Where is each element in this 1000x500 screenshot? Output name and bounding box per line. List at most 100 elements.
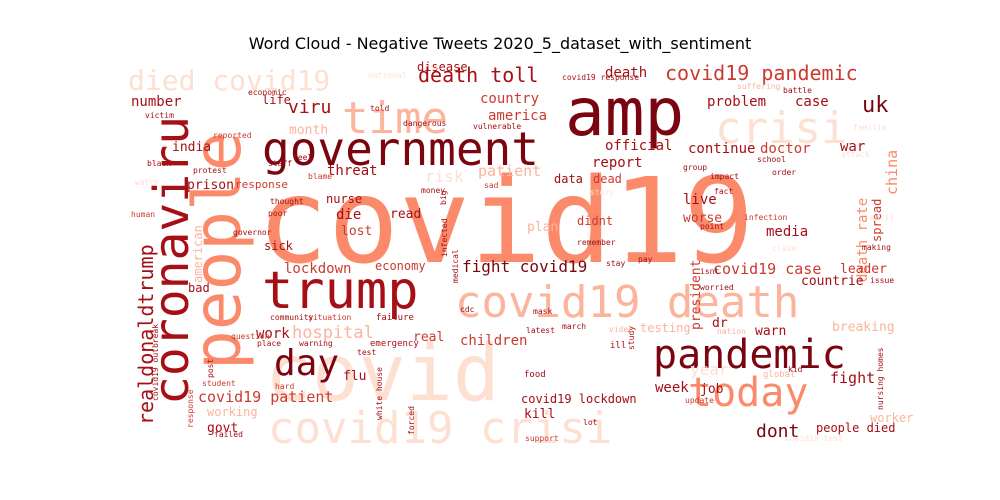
word-human: human [131,210,155,219]
word-hit: hit [425,63,440,72]
word-report: report [592,155,643,171]
word-ill: ill [610,341,626,351]
word-didnt: didnt [577,214,613,228]
word-group: group [683,163,707,172]
word-working: working [207,405,258,419]
word-thought: thought [270,197,304,206]
word-hard: hard [275,382,294,391]
word-worker: worker [870,411,913,425]
word-failed: failed [214,430,243,439]
word-vulnerable: vulnerable [473,122,521,131]
word-medical: medical [451,249,460,283]
word-battle: battle [783,86,812,95]
word-student: student [202,379,236,388]
word-forced: forced [407,406,416,435]
word-making: making [862,243,891,252]
word-day: day [274,343,339,384]
word-order: order [772,168,796,177]
word-place: place [257,339,281,348]
word-dr: dr [712,316,728,331]
word-sad: sad [484,181,499,190]
word-real: real [413,330,444,345]
word-coronaviru: coronaviru [144,116,200,405]
word-government: government [262,122,539,176]
word-covid19-outbreak: covid19 outbreak [151,324,160,401]
word-president: president [689,260,704,330]
word-economic: economic [248,88,287,97]
word-nation: nation [717,327,746,336]
word-flu: flu [343,369,366,384]
word-nurse: nurse [326,192,362,206]
word-war: war [840,139,865,155]
word-china: china [883,150,901,195]
word-covid19-lockdown: covid19 lockdown [521,392,637,406]
word-warn: warn [755,324,786,339]
word-viru: viru [288,97,331,118]
word-covid19-case: covid19 case [713,260,821,278]
word-life: life [262,93,291,107]
word-support: support [525,434,559,443]
word-covid19: covid19 [257,152,754,290]
word-situation: situation [308,313,352,322]
word-kill: kill [524,407,555,422]
word-risk: risk [425,167,464,186]
word-official: official [605,138,672,154]
word-covid19-pandemic: covid19 pandemic [665,61,858,85]
word-dont: dont [756,421,799,442]
word-number: number [131,94,182,110]
word-people-died: people died [816,421,895,435]
word-watch: watch [135,178,159,187]
word-economy: economy [375,259,426,273]
word-people: people [179,132,256,370]
word-mask: mask [533,307,552,316]
word-latest: latest [526,326,555,335]
word-breaking: breaking [832,320,895,335]
word-fact: fact [714,187,733,196]
word-stay: stay [606,259,625,268]
word-impact: impact [710,172,739,181]
word-govt: govt [207,421,238,436]
chart-title: Word Cloud - Negative Tweets 2020_5_data… [248,34,752,53]
word-death-rate: death rate [855,198,871,282]
word-reported: reported [213,131,252,140]
word-fight: fight [830,369,875,387]
word-amp: amp [565,74,684,151]
word-continue: continue [688,141,755,157]
word-media: media [766,224,808,240]
word-crisi: crisi [715,103,847,154]
word-america: america [488,108,547,124]
word-prison: prison [187,178,234,193]
word-point: point [700,222,724,231]
word-told: told [370,104,389,113]
word-live: live [683,192,717,208]
word-worse: worse [683,211,722,226]
word-attack: attack [841,150,870,159]
word-claim: claim [772,244,796,253]
word-familie: familie [853,123,887,132]
word-died-covid19: died covid19 [128,64,330,97]
word-question: question [231,332,270,341]
word-black: black [147,159,171,168]
word-march: march [562,322,586,331]
word-today: today [688,370,808,416]
word-death-toll: death toll [418,63,538,87]
word-pandemic: pandemic [653,332,846,378]
word-victim: victim [145,111,174,120]
word-isnt: isnt [700,267,719,276]
word-leader: leader [840,262,887,277]
word-data: data [554,172,583,186]
word-uk: uk [862,93,889,118]
word-school: school [757,155,786,164]
word-covid19-test: covid19 test [785,434,843,443]
word-nursing-homes: nursing homes [876,347,885,410]
word-blame: blame [308,172,332,181]
word-threat: threat [327,163,378,179]
word-covid19-patient: covid19 patient [198,388,333,406]
word-hospital: hospital [292,323,374,343]
word-american: american [191,225,205,283]
word-cdc: cdc [460,305,475,314]
word-protest: protest [193,166,227,175]
word-problem: problem [707,94,766,110]
word-kid: kid [788,365,803,374]
word-job: job [700,382,724,397]
